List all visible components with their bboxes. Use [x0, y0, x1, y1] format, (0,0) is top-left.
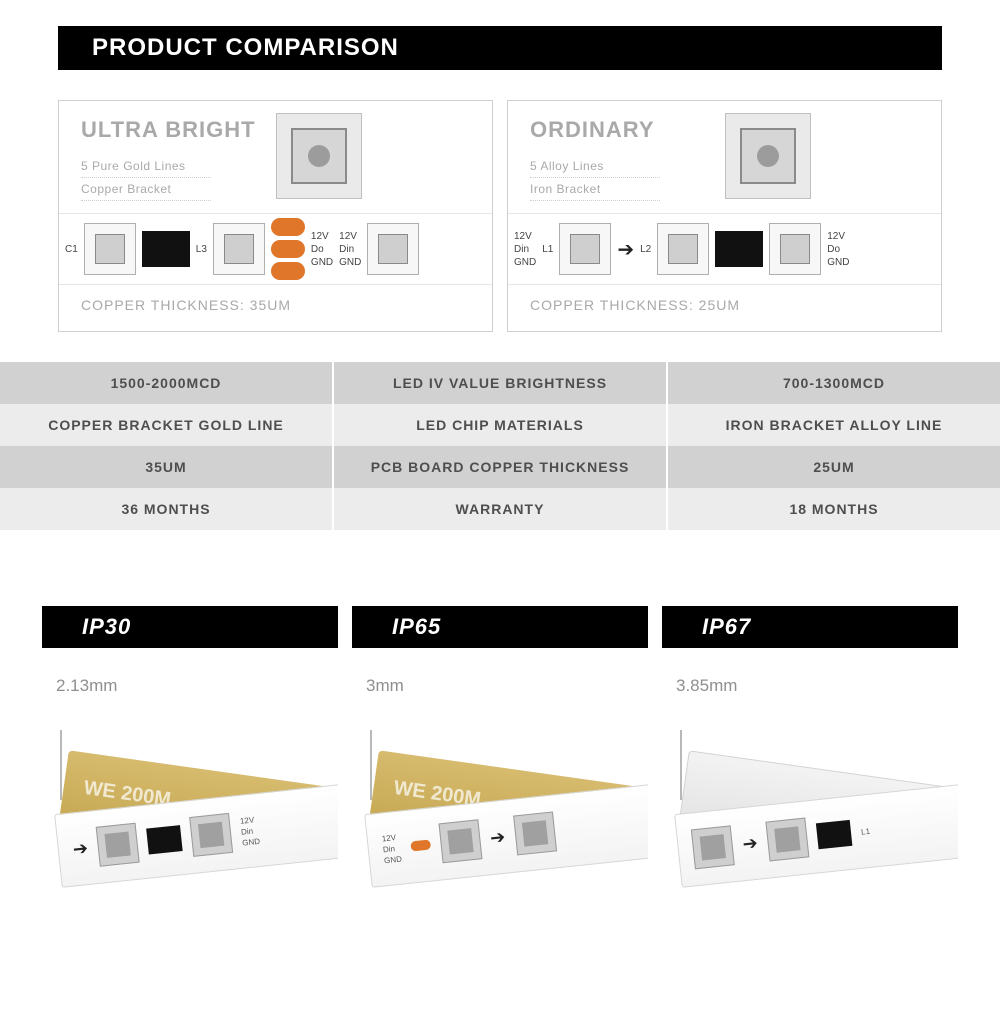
- led-chip-icon: [276, 113, 362, 199]
- copper-thickness-left: COPPER THICKNESS: 35UM: [81, 297, 291, 313]
- ip-header: IP30: [42, 606, 338, 648]
- strip-left: C1 L3 12V Do GND 12V Din GND: [59, 213, 492, 285]
- solder-pad-icon: [410, 839, 431, 851]
- ic-chip-icon: [142, 231, 190, 267]
- strip-pin-label: L1: [861, 826, 871, 836]
- ip-thickness: 3.85mm: [662, 676, 958, 696]
- ip-strip-visual: WE 200M 12V Din GND ➔: [368, 730, 628, 888]
- spec-cell: PCB BOARD COPPER THICKNESS: [334, 446, 668, 488]
- led-unit-icon: [213, 223, 265, 275]
- ip-header: IP67: [662, 606, 958, 648]
- spec-cell: 18 MONTHS: [668, 488, 1000, 530]
- strip-pin-label: 12V Do GND: [827, 231, 849, 268]
- strip-pin-label: 12V Din GND: [239, 814, 260, 847]
- spec-table: 1500-2000MCD LED IV VALUE BRIGHTNESS 700…: [0, 362, 1000, 530]
- ip-thickness: 3mm: [352, 676, 648, 696]
- arrow-right-icon: ➔: [489, 826, 506, 848]
- table-row: COPPER BRACKET GOLD LINE LED CHIP MATERI…: [0, 404, 1000, 446]
- spec-cell: LED IV VALUE BRIGHTNESS: [334, 362, 668, 404]
- strip-pin-label: 12V Do GND: [311, 231, 333, 268]
- comparison-row: ULTRA BRIGHT 5 Pure Gold Lines Copper Br…: [58, 100, 942, 332]
- panel-foot-right: COPPER THICKNESS: 25UM: [508, 285, 941, 331]
- strip-pin-label: 12V Din GND: [339, 231, 361, 268]
- solder-pad-icon: [271, 262, 305, 280]
- ip-rating-row: IP30 2.13mm WE 200M ➔ 12V Din GND: [42, 606, 958, 888]
- title-bar: PRODUCT COMPARISON: [58, 26, 942, 70]
- table-row: 36 MONTHS WARRANTY 18 MONTHS: [0, 488, 1000, 530]
- ip-card-ip65: IP65 3mm WE 200M 12V Din GND ➔: [352, 606, 648, 888]
- ip-body: 2.13mm WE 200M ➔ 12V Din GND: [42, 648, 338, 888]
- led-unit-icon: [657, 223, 709, 275]
- ip-card-ip67: IP67 3.85mm ➔ L1: [662, 606, 958, 888]
- ip-body: 3mm WE 200M 12V Din GND ➔: [352, 648, 648, 888]
- strip-right: 12V Din GND L1 ➔ L2 12V Do GND: [508, 213, 941, 285]
- ic-chip-icon: [715, 231, 763, 267]
- spec-cell: 36 MONTHS: [0, 488, 334, 530]
- led-unit-icon: [438, 819, 482, 863]
- led-unit-icon: [559, 223, 611, 275]
- ip-thickness: 2.13mm: [42, 676, 338, 696]
- led-unit-icon: [96, 823, 140, 867]
- arrow-right-icon: ➔: [742, 832, 759, 854]
- ic-chip-icon: [816, 820, 853, 849]
- led-unit-icon: [513, 811, 557, 855]
- led-unit-icon: [189, 813, 233, 857]
- copper-thickness-right: COPPER THICKNESS: 25UM: [530, 297, 740, 313]
- ip-label: IP30: [82, 614, 131, 640]
- ip-strip-visual: ➔ L1: [678, 730, 938, 888]
- table-row: 35UM PCB BOARD COPPER THICKNESS 25UM: [0, 446, 1000, 488]
- ip-label: IP67: [702, 614, 751, 640]
- ruler-icon: [60, 730, 62, 800]
- ip-body: 3.85mm ➔ L1: [662, 648, 958, 888]
- strip-pin-label: 12V Din GND: [381, 832, 402, 865]
- spec-cell: IRON BRACKET ALLOY LINE: [668, 404, 1000, 446]
- solder-pad-icon: [271, 218, 305, 236]
- solder-pads: [271, 218, 305, 280]
- solder-pad-icon: [271, 240, 305, 258]
- spec-cell: COPPER BRACKET GOLD LINE: [0, 404, 334, 446]
- panel-top-right: ORDINARY 5 Alloy Lines Iron Bracket: [508, 101, 941, 213]
- strip-pin-label: L3: [196, 244, 207, 255]
- led-unit-icon: [766, 818, 810, 862]
- led-unit-icon: [769, 223, 821, 275]
- page-title: PRODUCT COMPARISON: [58, 34, 399, 62]
- panel-top-left: ULTRA BRIGHT 5 Pure Gold Lines Copper Br…: [59, 101, 492, 213]
- ic-chip-icon: [146, 825, 183, 854]
- spec-cell: 35UM: [0, 446, 334, 488]
- led-chip-icon: [725, 113, 811, 199]
- strip-pin-label: L2: [640, 244, 651, 255]
- spec-cell: 700-1300MCD: [668, 362, 1000, 404]
- panel-left-line2: Copper Bracket: [81, 178, 211, 201]
- led-unit-icon: [367, 223, 419, 275]
- spec-cell: 25UM: [668, 446, 1000, 488]
- ip-card-ip30: IP30 2.13mm WE 200M ➔ 12V Din GND: [42, 606, 338, 888]
- spec-cell: LED CHIP MATERIALS: [334, 404, 668, 446]
- ip-header: IP65: [352, 606, 648, 648]
- arrow-right-icon: ➔: [617, 237, 634, 262]
- strip-pin-label: L1: [542, 244, 553, 255]
- spec-cell: WARRANTY: [334, 488, 668, 530]
- arrow-right-icon: ➔: [72, 837, 89, 859]
- ruler-icon: [680, 730, 682, 800]
- panel-ultra-bright: ULTRA BRIGHT 5 Pure Gold Lines Copper Br…: [58, 100, 493, 332]
- ip-strip-visual: WE 200M ➔ 12V Din GND: [58, 730, 318, 888]
- strip-pin-label: 12V Din GND: [514, 231, 536, 268]
- table-row: 1500-2000MCD LED IV VALUE BRIGHTNESS 700…: [0, 362, 1000, 404]
- panel-right-line2: Iron Bracket: [530, 178, 660, 201]
- panel-right-line1: 5 Alloy Lines: [530, 155, 660, 178]
- strip-pin-label: C1: [65, 244, 78, 255]
- led-unit-icon: [84, 223, 136, 275]
- panel-ordinary: ORDINARY 5 Alloy Lines Iron Bracket 12V …: [507, 100, 942, 332]
- ip-label: IP65: [392, 614, 441, 640]
- tape-stamp: [685, 785, 705, 788]
- ruler-icon: [370, 730, 372, 800]
- panel-foot-left: COPPER THICKNESS: 35UM: [59, 285, 492, 331]
- spec-cell: 1500-2000MCD: [0, 362, 334, 404]
- led-unit-icon: [691, 825, 735, 869]
- panel-left-line1: 5 Pure Gold Lines: [81, 155, 211, 178]
